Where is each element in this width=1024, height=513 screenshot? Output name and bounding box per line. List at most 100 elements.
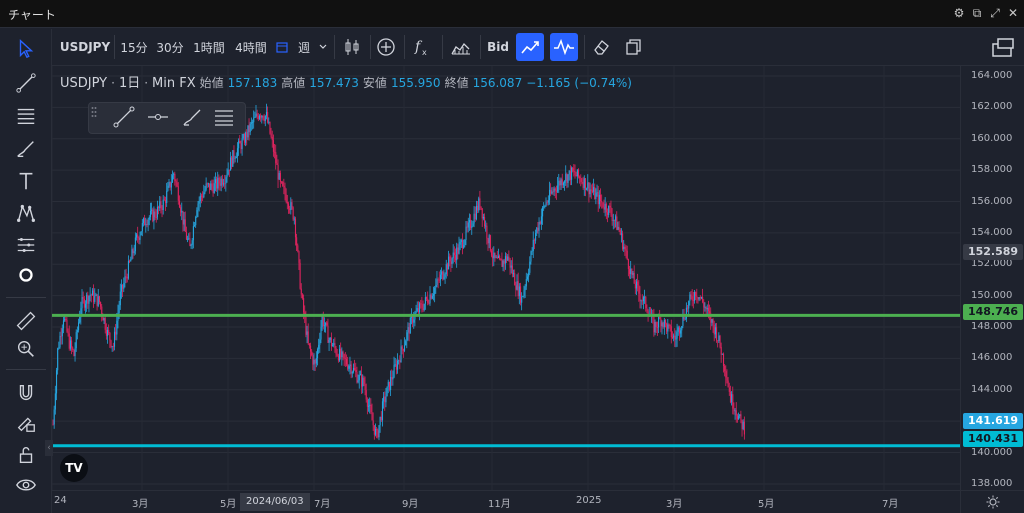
- interval-1h[interactable]: 1時間: [193, 40, 225, 55]
- magnet-icon[interactable]: [10, 379, 42, 407]
- trendline-icon[interactable]: [113, 106, 139, 132]
- candle: [674, 328, 676, 347]
- candle: [720, 342, 722, 363]
- candle: [423, 303, 425, 312]
- brush-icon[interactable]: [181, 106, 207, 132]
- price-tick-label: 162.000: [971, 101, 1013, 113]
- candle: [552, 187, 554, 195]
- candle: [575, 171, 577, 177]
- legend-low-value: 155.950: [390, 76, 441, 90]
- eye-icon[interactable]: [10, 471, 42, 499]
- templates-icon[interactable]: [448, 33, 474, 61]
- chart-pane[interactable]: USDJPY · 1日 · Min FX 始値 157.183 高値 157.473…: [52, 66, 960, 490]
- time-scale[interactable]: 7月 5月 3月 2025 11月 9月 7月 5月 3月 24 2024/06/03: [52, 490, 960, 513]
- candle: [354, 359, 356, 371]
- candle: [141, 219, 143, 237]
- candle: [573, 164, 575, 177]
- candle: [58, 341, 60, 350]
- bid-button[interactable]: Bid: [487, 40, 509, 54]
- candle: [662, 321, 664, 329]
- candle: [595, 188, 597, 205]
- time-tick-label: 3月: [132, 499, 149, 510]
- candle: [576, 169, 578, 184]
- collapse-toolbar-handle[interactable]: ‹: [45, 440, 53, 456]
- eraser-icon[interactable]: [588, 33, 614, 61]
- maximize-icon[interactable]: ⤢: [990, 6, 1000, 20]
- candle: [234, 155, 236, 163]
- candle: [78, 318, 80, 333]
- candle: [493, 246, 495, 267]
- fib-lines-icon[interactable]: [10, 101, 42, 129]
- candle: [466, 221, 468, 233]
- brush-icon[interactable]: [10, 135, 42, 163]
- interval-30m[interactable]: 30分: [156, 40, 184, 55]
- sun-icon[interactable]: [986, 495, 1000, 509]
- ruler-icon[interactable]: [10, 307, 42, 335]
- cursor-icon[interactable]: [10, 35, 42, 63]
- close-icon[interactable]: ✕: [1007, 6, 1019, 20]
- interval-week[interactable]: 週: [297, 40, 310, 55]
- toolbar-divider: [584, 35, 585, 59]
- candle: [390, 370, 392, 397]
- candle: [555, 185, 558, 200]
- layout-panels-icon[interactable]: [988, 33, 1018, 61]
- candle: [276, 154, 278, 165]
- candlestick-chart[interactable]: [52, 66, 960, 490]
- candle: [153, 206, 155, 230]
- candle: [195, 215, 197, 228]
- layout-copy-icon[interactable]: [620, 33, 646, 61]
- price-scale[interactable]: 138.000140.000142.000144.000146.000148.0…: [960, 66, 1024, 490]
- candle: [586, 187, 588, 191]
- pattern-icon[interactable]: [10, 199, 42, 227]
- candle: [219, 176, 221, 191]
- candle: [192, 221, 194, 249]
- tradingview-logo[interactable]: TV: [60, 454, 88, 482]
- candle: [464, 238, 466, 248]
- popout-icon[interactable]: ⧉: [972, 6, 982, 20]
- chevron-down-icon[interactable]: [316, 33, 330, 61]
- svg-text:x: x: [422, 48, 427, 57]
- interval-4h[interactable]: 4時間: [235, 40, 267, 55]
- candle: [182, 210, 184, 232]
- candle: [87, 291, 89, 309]
- horizontal-line-icon[interactable]: [147, 106, 173, 132]
- lock-drawing-icon[interactable]: [10, 409, 42, 437]
- candle: [62, 316, 65, 334]
- candle: [373, 425, 375, 440]
- candle: [177, 182, 179, 205]
- candle: [624, 243, 626, 256]
- candle: [286, 194, 288, 210]
- price-tick-label: 140.000: [971, 446, 1013, 458]
- candle: [239, 134, 241, 144]
- candle: [341, 347, 343, 366]
- candle: [608, 205, 610, 218]
- circle-icon[interactable]: [10, 261, 42, 289]
- add-compare-icon[interactable]: [374, 33, 398, 61]
- symbol-button[interactable]: USDJPY: [59, 40, 111, 54]
- scale-settings[interactable]: [960, 490, 1024, 513]
- candle: [217, 171, 219, 196]
- price-tick-label: 146.000: [971, 352, 1013, 364]
- floating-drawing-toolbar[interactable]: [88, 102, 246, 134]
- candle: [616, 211, 618, 231]
- candle: [366, 397, 368, 415]
- unlock-icon[interactable]: [10, 441, 42, 469]
- candle: [474, 206, 476, 222]
- gear-icon[interactable]: ⚙: [953, 6, 965, 20]
- signal-chart-button[interactable]: [550, 33, 578, 61]
- window-titlebar: チャート ⚙ ⧉ ⤢ ✕: [0, 0, 1024, 28]
- calendar-icon[interactable]: [274, 33, 290, 61]
- trendline-icon[interactable]: [10, 69, 42, 97]
- projection-icon[interactable]: [10, 231, 42, 259]
- trend-chart-button[interactable]: [516, 33, 544, 61]
- zoom-icon[interactable]: [10, 335, 42, 363]
- text-icon[interactable]: [10, 167, 42, 195]
- legend-open-value: 157.183: [227, 76, 278, 90]
- candle: [713, 320, 715, 342]
- interval-15m[interactable]: 15分: [120, 40, 148, 55]
- fib-lines-icon[interactable]: [213, 106, 239, 132]
- drag-handle-icon[interactable]: [91, 106, 105, 132]
- candle: [310, 342, 312, 359]
- candles-icon[interactable]: [340, 33, 364, 61]
